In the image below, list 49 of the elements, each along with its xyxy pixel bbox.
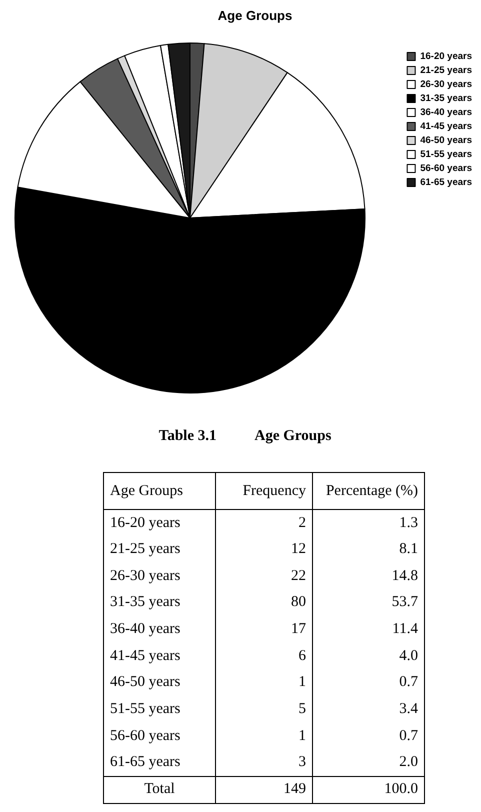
legend-label: 26-30 years bbox=[420, 79, 472, 90]
chart-title: Age Groups bbox=[218, 8, 292, 23]
text: 0.7 bbox=[312, 723, 424, 750]
category-label: 56-60 years bbox=[110, 728, 180, 744]
category-label: 26-30 years bbox=[110, 568, 180, 584]
legend-label: 31-35 years bbox=[420, 93, 472, 104]
legend-label: 56-60 years bbox=[420, 163, 472, 174]
legend-label: 61-65 years bbox=[420, 177, 472, 188]
text: Age Groups bbox=[104, 472, 216, 510]
category-label: 16-20 years bbox=[110, 514, 180, 531]
legend-label: 41-45 years bbox=[420, 121, 472, 132]
text: 3.4 bbox=[312, 696, 424, 723]
text: 1 bbox=[216, 670, 312, 696]
text: 2.0 bbox=[312, 750, 424, 776]
legend-label: 36-40 years bbox=[420, 107, 472, 118]
text: 1.3 bbox=[312, 510, 424, 536]
text: 2 bbox=[216, 510, 312, 536]
legend-label: 51-55 years bbox=[420, 149, 472, 160]
category-label: 51-55 years bbox=[110, 701, 180, 718]
legend-label: 16-20 years bbox=[420, 51, 472, 62]
text: 0.7 bbox=[312, 670, 424, 696]
category-label: 41-45 years bbox=[110, 648, 180, 664]
legend-label: 46-50 years bbox=[420, 135, 472, 146]
text: 1 bbox=[216, 723, 312, 750]
category-label: 61-65 years bbox=[110, 754, 180, 770]
text: Total bbox=[104, 776, 216, 804]
text: 5 bbox=[216, 696, 312, 723]
text: Frequency bbox=[216, 472, 312, 510]
text: 4.0 bbox=[312, 642, 424, 670]
text: 17 bbox=[216, 616, 312, 643]
text: 100.0 bbox=[312, 776, 424, 804]
text: 11.4 bbox=[312, 616, 424, 643]
text: 14.8 bbox=[312, 562, 424, 590]
caption: Table 3.1 bbox=[158, 428, 216, 445]
text: 8.1 bbox=[312, 536, 424, 563]
text: 53.7 bbox=[312, 590, 424, 616]
text: 22 bbox=[216, 562, 312, 590]
text: 12 bbox=[216, 536, 312, 563]
text: 6 bbox=[216, 642, 312, 670]
category-label: 21-25 years bbox=[110, 541, 180, 558]
text: 3 bbox=[216, 750, 312, 776]
text: Age Groups bbox=[254, 428, 332, 445]
category-label: 31-35 years bbox=[110, 594, 180, 610]
legend-label: 21-25 years bbox=[420, 65, 472, 76]
text: 80 bbox=[216, 590, 312, 616]
text: 149 bbox=[216, 776, 312, 804]
category-label: 46-50 years bbox=[110, 674, 180, 690]
text: Percentage (%) bbox=[312, 472, 424, 510]
category-label: 36-40 years bbox=[110, 621, 180, 638]
